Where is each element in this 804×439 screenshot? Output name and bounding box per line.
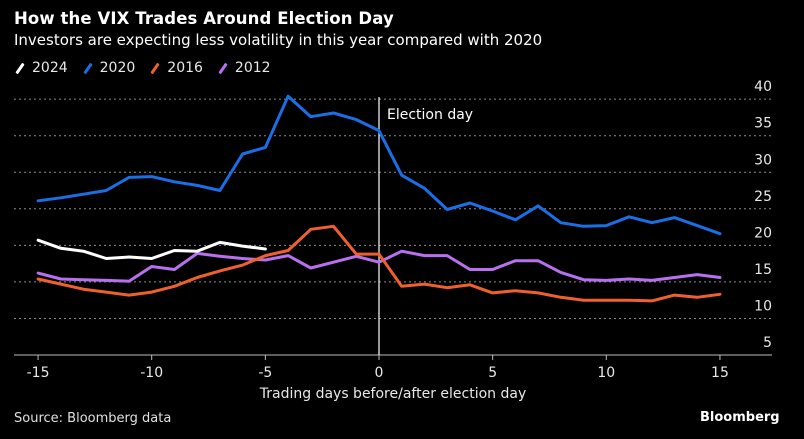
- y-tick-label-35: 35: [754, 116, 772, 132]
- y-tick-label-40: 40: [754, 79, 772, 95]
- y-tick-label-25: 25: [754, 189, 772, 205]
- x-tick-label-0: 0: [375, 365, 384, 381]
- legend-item-2016[interactable]: 2016: [149, 60, 203, 76]
- series-line-2016: [36, 224, 722, 303]
- x-tick-label--5: -5: [258, 365, 272, 381]
- x-tick-label--15: -15: [27, 365, 50, 381]
- y-tick-label-20: 20: [754, 225, 772, 241]
- x-tick-label-10: 10: [597, 365, 615, 381]
- x-axis: -15 -10 -5 0 5 10 15: [14, 354, 772, 381]
- x-axis-label: Trading days before/after election day: [259, 386, 527, 402]
- chart-title: How the VIX Trades Around Election Day: [14, 9, 394, 28]
- x-tick-label-15: 15: [711, 365, 729, 381]
- brand-logo: Bloomberg: [700, 410, 780, 425]
- source-note: Source: Bloomberg data: [14, 411, 172, 426]
- election-day-label: Election day: [387, 107, 473, 123]
- legend-label-2020: 2020: [99, 60, 136, 76]
- x-tick-label-5: 5: [488, 365, 497, 381]
- legend-item-2012[interactable]: 2012: [217, 60, 271, 76]
- y-tick-label-10: 10: [754, 298, 772, 314]
- series-line-2012: [36, 249, 722, 283]
- y-axis-ticks: 5 10 15 20 25 30 35 40: [754, 79, 772, 351]
- x-tick-label--10: -10: [140, 365, 163, 381]
- y-tick-label-5: 5: [763, 335, 772, 351]
- y-tick-label-30: 30: [754, 152, 772, 168]
- legend-label-2016: 2016: [167, 60, 203, 76]
- chart-subtitle: Investors are expecting less volatility …: [14, 31, 543, 49]
- y-tick-label-15: 15: [754, 262, 772, 278]
- series-lines: [36, 94, 722, 303]
- legend-label-2024: 2024: [32, 60, 68, 76]
- gridlines: [14, 98, 772, 319]
- series-line-2024: [36, 238, 267, 260]
- legend: 2024 2020 2016 2012: [14, 60, 271, 76]
- legend-item-2024[interactable]: 2024: [14, 60, 68, 76]
- annotations: Election day: [378, 97, 473, 355]
- legend-label-2012: 2012: [234, 60, 271, 76]
- legend-item-2020[interactable]: 2020: [82, 60, 136, 76]
- series-line-2020: [36, 94, 722, 236]
